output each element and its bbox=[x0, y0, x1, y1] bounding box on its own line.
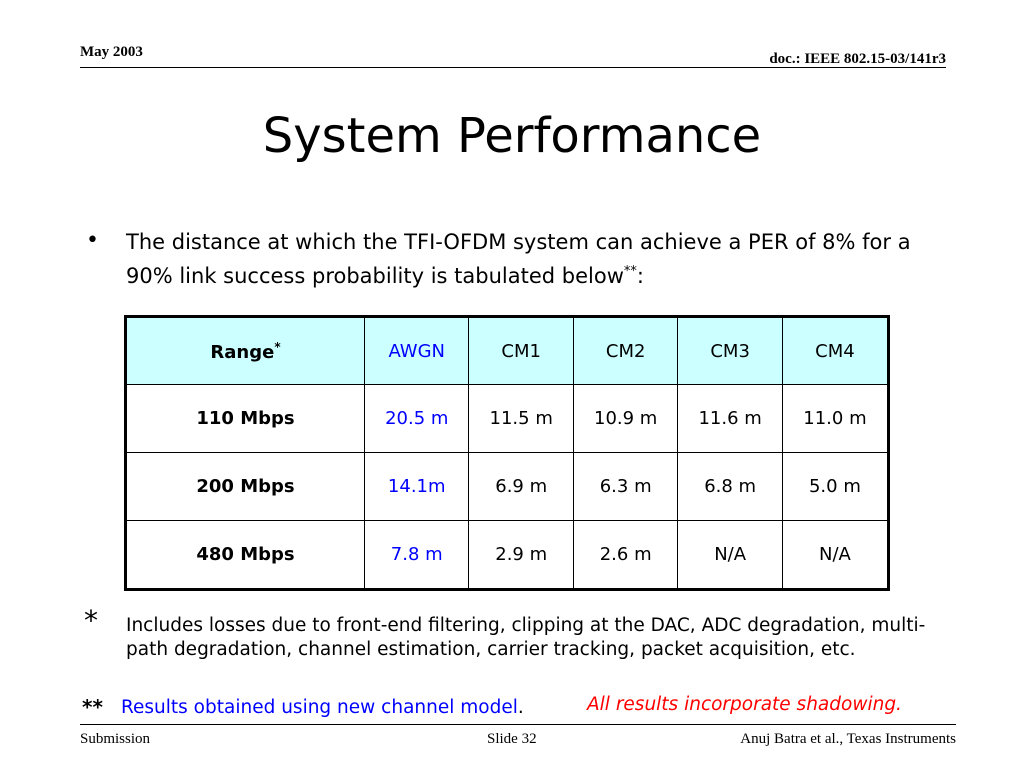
table-cell: 11.0 m bbox=[781, 384, 890, 453]
table-cell: 14.1m bbox=[363, 452, 470, 521]
footnote-2-body: Results obtained using new channel model bbox=[121, 697, 518, 718]
footnote-2-period: . bbox=[517, 697, 524, 718]
table-row: 480 Mbps 7.8 m 2.9 m 2.6 m N/A N/A bbox=[125, 520, 890, 590]
header-doc-id: doc.: IEEE 802.15-03/141r3 bbox=[769, 51, 946, 67]
footnote-2-text: Results obtained using new channel model… bbox=[121, 697, 524, 718]
header-cell-cm4: CM4 bbox=[781, 316, 890, 385]
table-cell: 6.8 m bbox=[677, 452, 783, 521]
header-divider bbox=[80, 67, 946, 68]
header-cell-cm1: CM1 bbox=[468, 316, 574, 385]
footnote-1-marker: * bbox=[84, 604, 98, 637]
footer-slide-number: Slide 32 bbox=[487, 731, 537, 747]
performance-table: Range* AWGN CM1 CM2 CM3 CM4 110 Mbps 20.… bbox=[124, 315, 890, 591]
header-cell-range: Range* bbox=[125, 316, 365, 385]
row-label: 200 Mbps bbox=[125, 452, 365, 521]
footer-submission: Submission bbox=[80, 731, 151, 747]
header-cell-awgn: AWGN bbox=[363, 316, 470, 385]
table-cell: 6.9 m bbox=[468, 452, 574, 521]
row-label: 480 Mbps bbox=[125, 520, 365, 590]
table-cell: 20.5 m bbox=[363, 384, 470, 453]
table-header-row: Range* AWGN CM1 CM2 CM3 CM4 bbox=[125, 316, 890, 385]
bullet-footnote-ref: ** bbox=[623, 264, 637, 279]
table-row: 200 Mbps 14.1m 6.9 m 6.3 m 6.8 m 5.0 m bbox=[125, 452, 890, 521]
table-cell: 11.6 m bbox=[677, 384, 783, 453]
table-cell: N/A bbox=[781, 520, 890, 590]
table-cell: 2.6 m bbox=[572, 520, 679, 590]
footer-authors: Anuj Batra et al., Texas Instruments bbox=[740, 731, 956, 747]
table-cell: 2.9 m bbox=[468, 520, 574, 590]
bullet-body: The distance at which the TFI-OFDM syste… bbox=[126, 230, 911, 288]
range-footnote-ref: * bbox=[274, 339, 281, 354]
shadowing-note: All results incorporate shadowing. bbox=[587, 694, 902, 715]
table-cell: 5.0 m bbox=[781, 452, 890, 521]
table-row: 110 Mbps 20.5 m 11.5 m 10.9 m 11.6 m 11.… bbox=[125, 384, 890, 453]
footnote-1-text: Includes losses due to front-end filteri… bbox=[126, 615, 926, 660]
table-cell: 6.3 m bbox=[572, 452, 679, 521]
table-cell: N/A bbox=[677, 520, 783, 590]
header-date: May 2003 bbox=[80, 44, 143, 60]
range-label: Range bbox=[210, 341, 275, 363]
bullet-icon: • bbox=[86, 228, 99, 253]
slide-title: System Performance bbox=[262, 108, 762, 164]
table-cell: 11.5 m bbox=[468, 384, 574, 453]
bullet-colon: : bbox=[636, 264, 644, 288]
footer-divider bbox=[80, 724, 956, 725]
bullet-text: The distance at which the TFI-OFDM syste… bbox=[126, 228, 946, 291]
table-cell: 7.8 m bbox=[363, 520, 470, 590]
table-cell: 10.9 m bbox=[572, 384, 679, 453]
header-cell-cm2: CM2 bbox=[572, 316, 679, 385]
footnote-2-marker: ** bbox=[82, 695, 103, 719]
header-cell-cm3: CM3 bbox=[677, 316, 783, 385]
row-label: 110 Mbps bbox=[125, 384, 365, 453]
